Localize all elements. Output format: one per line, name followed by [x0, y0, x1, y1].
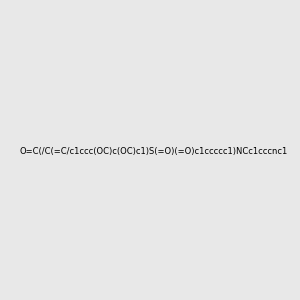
Text: O=C(/C(=C/c1ccc(OC)c(OC)c1)S(=O)(=O)c1ccccc1)NCc1cccnc1: O=C(/C(=C/c1ccc(OC)c(OC)c1)S(=O)(=O)c1cc…: [20, 147, 288, 156]
